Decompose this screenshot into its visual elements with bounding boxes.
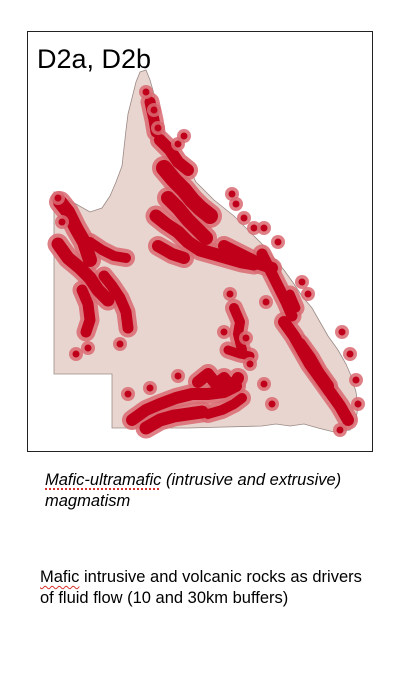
buffer-spot-inner — [142, 88, 150, 96]
buffer-belt — [53, 195, 97, 267]
buffer-belt — [154, 134, 194, 176]
buffer-spot-inner — [154, 124, 162, 132]
buffer-spot-inner — [346, 350, 354, 358]
buffer-spot-inner — [220, 328, 228, 336]
buffer-belt — [161, 191, 213, 245]
buffer-spot-inner — [180, 132, 188, 140]
caption-body-keyword: Mafic — [40, 568, 80, 586]
buffer-spot-inner — [54, 194, 62, 202]
buffer-belt — [256, 248, 298, 322]
buffer-spot-inner — [174, 140, 182, 148]
buffer-belt — [203, 393, 247, 419]
buffer-spot-inner — [58, 218, 66, 226]
figure-caption-body: Mafic intrusive and volcanic rocks as dr… — [40, 567, 380, 609]
buffer-spot-inner — [240, 214, 248, 222]
buffer-belt — [76, 284, 96, 338]
caption-heading-text: (intrusive and extrusive) magmatism — [45, 471, 342, 510]
buffer-spot-inner — [338, 328, 346, 336]
mafic-buffer-zones — [47, 85, 365, 439]
buffer-spot-inner — [274, 238, 282, 246]
buffer-belt — [294, 338, 334, 392]
buffer-spot-inner — [304, 290, 312, 298]
figure-caption-heading: Mafic-ultramafic (intrusive and extrusiv… — [45, 470, 365, 512]
buffer-spot-inner — [124, 390, 132, 398]
buffer-spot-inner — [116, 340, 124, 348]
buffer-spot-inner — [262, 298, 270, 306]
buffer-spot-inner — [72, 350, 80, 358]
buffer-spot-inner — [246, 360, 254, 368]
buffer-spot-inner — [260, 224, 268, 232]
caption-body-text: intrusive and volcanic rocks as drivers … — [40, 568, 362, 607]
panel-title: D2a, D2b — [37, 44, 152, 74]
buffer-belt — [152, 240, 190, 264]
buffer-belt — [139, 405, 209, 435]
map-panel: D2a, D2b — [27, 31, 373, 452]
caption-heading-keyword: Mafic-ultramafic — [45, 471, 162, 489]
buffer-spot-inner — [260, 380, 268, 388]
buffer-spot-inner — [232, 200, 240, 208]
buffer-spot-inner — [226, 290, 234, 298]
buffer-spot-inner — [268, 400, 276, 408]
buffer-spot-inner — [242, 334, 250, 342]
queensland-map — [47, 69, 365, 439]
buffer-spot-inner — [174, 372, 182, 380]
buffer-belt — [85, 237, 131, 263]
buffer-belt — [223, 345, 255, 361]
buffer-spot-inner — [354, 400, 362, 408]
buffer-spot-inner — [84, 344, 92, 352]
buffer-spot-inner — [250, 224, 258, 232]
buffer-spot-inner — [336, 426, 344, 434]
buffer-belt — [149, 209, 261, 271]
buffer-belt — [126, 380, 242, 426]
buffer-belt — [229, 303, 247, 355]
buffer-belt — [51, 237, 115, 307]
buffer-belt — [156, 160, 218, 224]
buffer-belt — [98, 270, 134, 334]
buffer-belt — [285, 289, 301, 313]
buffer-spot-inner — [150, 106, 158, 114]
buffer-spot-inner — [146, 384, 154, 392]
buffer-spot-inner — [228, 190, 236, 198]
buffer-spot-inner — [352, 376, 360, 384]
buffer-belt — [192, 368, 244, 394]
buffer-spot-inner — [298, 278, 306, 286]
